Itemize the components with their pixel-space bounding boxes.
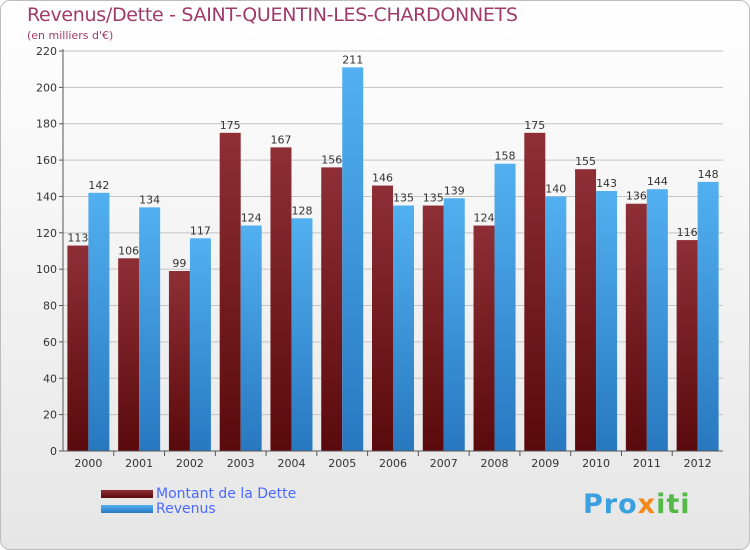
value-label-revenue: 140 <box>545 182 566 195</box>
bar-revenue <box>697 181 719 451</box>
x-tick-label: 2011 <box>633 457 661 470</box>
x-tick-label: 2007 <box>430 457 458 470</box>
x-tick-label: 2010 <box>582 457 610 470</box>
proxiti-logo: Proxiti <box>583 489 691 520</box>
value-label-revenue: 134 <box>139 193 160 206</box>
y-tick-label: 200 <box>36 81 57 94</box>
bar-debt <box>575 169 597 451</box>
legend-swatch-debt <box>101 490 153 498</box>
value-label-revenue: 128 <box>291 204 312 217</box>
bar-debt <box>219 132 241 451</box>
value-label-debt: 116 <box>677 226 698 239</box>
y-tick-label: 160 <box>36 154 57 167</box>
bar-revenue <box>443 198 465 451</box>
value-label-revenue: 135 <box>393 192 414 205</box>
legend-label-debt: Montant de la Dette <box>156 486 297 502</box>
y-tick-label: 20 <box>43 409 57 422</box>
bar-debt <box>372 185 393 451</box>
x-tick-label: 2000 <box>74 457 102 470</box>
y-tick-label: 220 <box>36 45 57 58</box>
value-label-revenue: 142 <box>88 179 109 192</box>
bar-revenue <box>88 192 110 451</box>
bar-debt <box>118 258 140 451</box>
bar-revenue <box>545 196 567 451</box>
bar-debt <box>676 240 698 451</box>
value-label-debt: 124 <box>474 212 495 225</box>
x-tick-label: 2006 <box>379 457 407 470</box>
value-label-revenue: 139 <box>444 184 465 197</box>
value-label-revenue: 148 <box>698 168 719 181</box>
value-label-debt: 167 <box>270 133 291 146</box>
x-tick-label: 2008 <box>481 457 509 470</box>
bar-debt <box>321 167 343 451</box>
y-tick-label: 140 <box>36 190 57 203</box>
y-tick-label: 180 <box>36 118 57 131</box>
bar-revenue <box>291 218 313 451</box>
x-tick-label: 2001 <box>125 457 153 470</box>
value-label-debt: 99 <box>172 257 186 270</box>
bar-debt <box>625 203 647 451</box>
bar-debt <box>473 225 495 451</box>
value-label-debt: 135 <box>423 192 444 205</box>
x-tick-label: 2003 <box>227 457 255 470</box>
value-label-debt: 175 <box>524 119 545 132</box>
x-tick-label: 2012 <box>684 457 712 470</box>
bar-revenue <box>646 189 668 451</box>
bar-revenue <box>139 207 161 451</box>
value-label-debt: 156 <box>321 153 342 166</box>
bar-debt <box>422 205 444 451</box>
x-tick-label: 2009 <box>531 457 559 470</box>
bar-revenue <box>342 67 364 451</box>
value-label-revenue: 144 <box>647 175 668 188</box>
value-label-revenue: 158 <box>495 150 516 163</box>
x-tick-label: 2005 <box>328 457 356 470</box>
legend-label-revenue: Revenus <box>156 501 216 517</box>
value-label-revenue: 211 <box>342 53 363 66</box>
y-tick-label: 100 <box>36 263 57 276</box>
value-label-debt: 146 <box>372 172 393 185</box>
value-label-debt: 175 <box>220 119 241 132</box>
bar-revenue <box>596 191 618 451</box>
chart-subtitle: (en milliers d'€) <box>27 29 114 42</box>
value-label-debt: 113 <box>67 232 88 245</box>
value-label-debt: 136 <box>626 190 647 203</box>
y-tick-label: 120 <box>36 227 57 240</box>
value-label-debt: 106 <box>118 244 139 257</box>
bar-debt <box>270 147 292 451</box>
y-tick-label: 60 <box>43 336 57 349</box>
value-label-debt: 155 <box>575 155 596 168</box>
value-label-revenue: 124 <box>241 212 262 225</box>
bar-revenue <box>494 163 516 451</box>
x-tick-label: 2004 <box>277 457 305 470</box>
y-tick-label: 40 <box>43 372 57 385</box>
value-label-revenue: 117 <box>190 224 211 237</box>
x-tick-label: 2002 <box>176 457 204 470</box>
bar-debt <box>67 245 89 451</box>
y-tick-label: 80 <box>43 300 57 313</box>
chart-title: Revenus/Dette - SAINT-QUENTIN-LES-CHARDO… <box>27 4 518 26</box>
bar-debt <box>524 132 546 451</box>
y-tick-label: 0 <box>50 445 57 458</box>
legend-swatch-revenue <box>101 505 153 513</box>
bar-revenue <box>240 225 262 451</box>
bar-revenue <box>189 238 211 451</box>
value-label-revenue: 143 <box>596 177 617 190</box>
bar-revenue <box>393 205 414 451</box>
bar-debt <box>168 271 190 451</box>
